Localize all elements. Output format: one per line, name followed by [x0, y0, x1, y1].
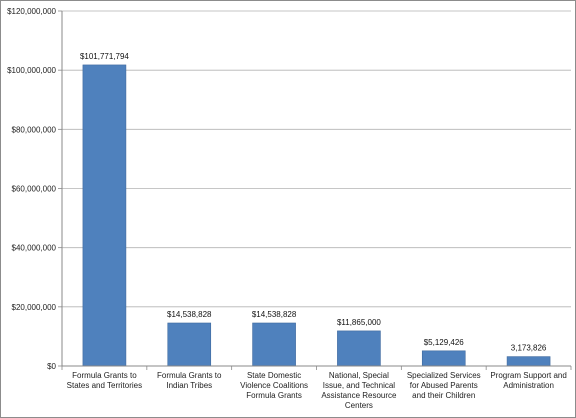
y-tick-label: $80,000,000: [12, 125, 57, 134]
y-tick-label: $100,000,000: [7, 66, 56, 75]
x-tick-label: Specialized Services for Abused Parents …: [406, 371, 481, 400]
y-tick-label: $40,000,000: [12, 244, 57, 253]
bar: [506, 356, 551, 367]
x-tick-label: State Domestic Violence Coalitions Formu…: [240, 371, 309, 400]
data-label: $14,538,828: [167, 310, 212, 319]
gridlines: [62, 10, 571, 308]
y-axis-ticks: $0 $20,000,000 $40,000,000 $60,000,000 $80,0…: [7, 7, 62, 371]
bars: [61, 64, 572, 370]
x-tick-label: Program Support and Administration: [490, 371, 567, 390]
x-tick-label: Formula Grants to States and Territories: [66, 371, 143, 390]
data-label: $11,865,000: [337, 318, 381, 327]
bar: [82, 64, 127, 367]
bar: [421, 350, 466, 367]
data-label: $5,129,426: [424, 338, 465, 347]
data-label: $14,538,828: [252, 310, 297, 319]
bar: [337, 330, 381, 367]
data-label: $101,771,794: [80, 52, 129, 61]
y-tick-label: $60,000,000: [12, 185, 57, 194]
y-tick-label: $0: [47, 362, 56, 371]
bar: [167, 322, 212, 367]
x-tick-label: Formula Grants to Indian Tribes: [157, 371, 222, 390]
y-tick-label: $120,000,000: [7, 7, 56, 16]
y-tick-label: $20,000,000: [12, 303, 57, 312]
x-tick-label: National, Special Issue, and Technical A…: [321, 371, 397, 410]
data-labels: $101,771,794 $14,538,828 $14,538,828 $11,86…: [80, 52, 547, 353]
data-label: 3,173,826: [511, 344, 547, 353]
bar: [252, 322, 296, 367]
